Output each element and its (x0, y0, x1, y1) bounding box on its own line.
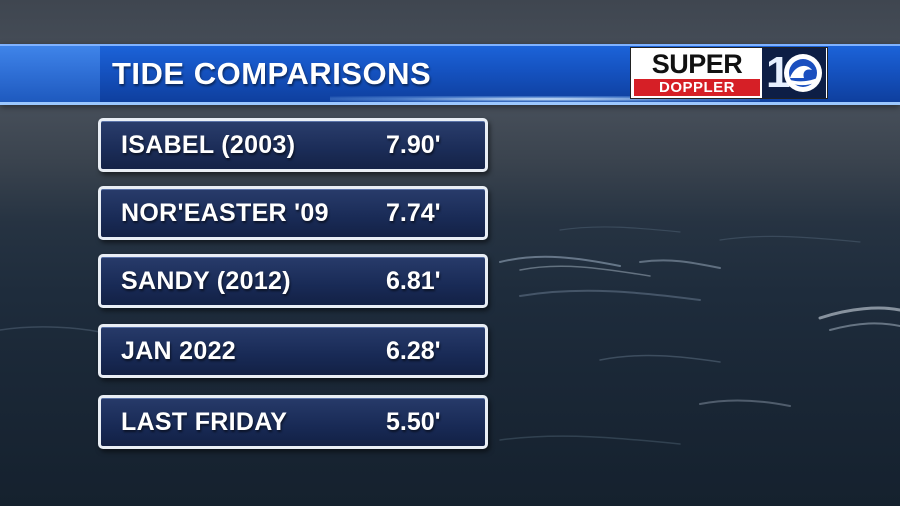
tide-event-label: JAN 2022 (121, 337, 236, 365)
tide-height-value: 6.81' (386, 267, 441, 295)
tide-row-jan-2022: JAN 2022 6.28' (98, 324, 488, 378)
logo-doppler-text: DOPPLER (634, 79, 760, 96)
page-title: TIDE COMPARISONS (112, 56, 432, 91)
tide-event-label: SANDY (2012) (121, 267, 291, 295)
tide-row-last-friday: LAST FRIDAY 5.50' (98, 395, 488, 449)
tide-height-value: 7.90' (386, 131, 441, 159)
title-bar-accent (0, 46, 100, 102)
tide-height-value: 6.28' (386, 337, 441, 365)
tide-event-label: ISABEL (2003) (121, 131, 296, 159)
tide-height-value: 5.50' (386, 408, 441, 436)
tide-row-isabel: ISABEL (2003) 7.90' (98, 118, 488, 172)
tide-row-noreaster: NOR'EASTER '09 7.74' (98, 186, 488, 240)
tide-event-label: LAST FRIDAY (121, 408, 288, 436)
title-bar-glow (330, 96, 760, 102)
tide-height-value: 7.74' (386, 199, 441, 227)
wave-icon (784, 54, 822, 92)
logo-ten-mark: 1 (762, 48, 826, 98)
logo-super-text: SUPER (651, 49, 743, 79)
super-doppler-10-logo: SUPER DOPPLER 1 (630, 47, 828, 99)
logo-number: 1 (766, 48, 791, 97)
tide-event-label: NOR'EASTER '09 (121, 199, 329, 227)
tide-row-sandy: SANDY (2012) 6.81' (98, 254, 488, 308)
